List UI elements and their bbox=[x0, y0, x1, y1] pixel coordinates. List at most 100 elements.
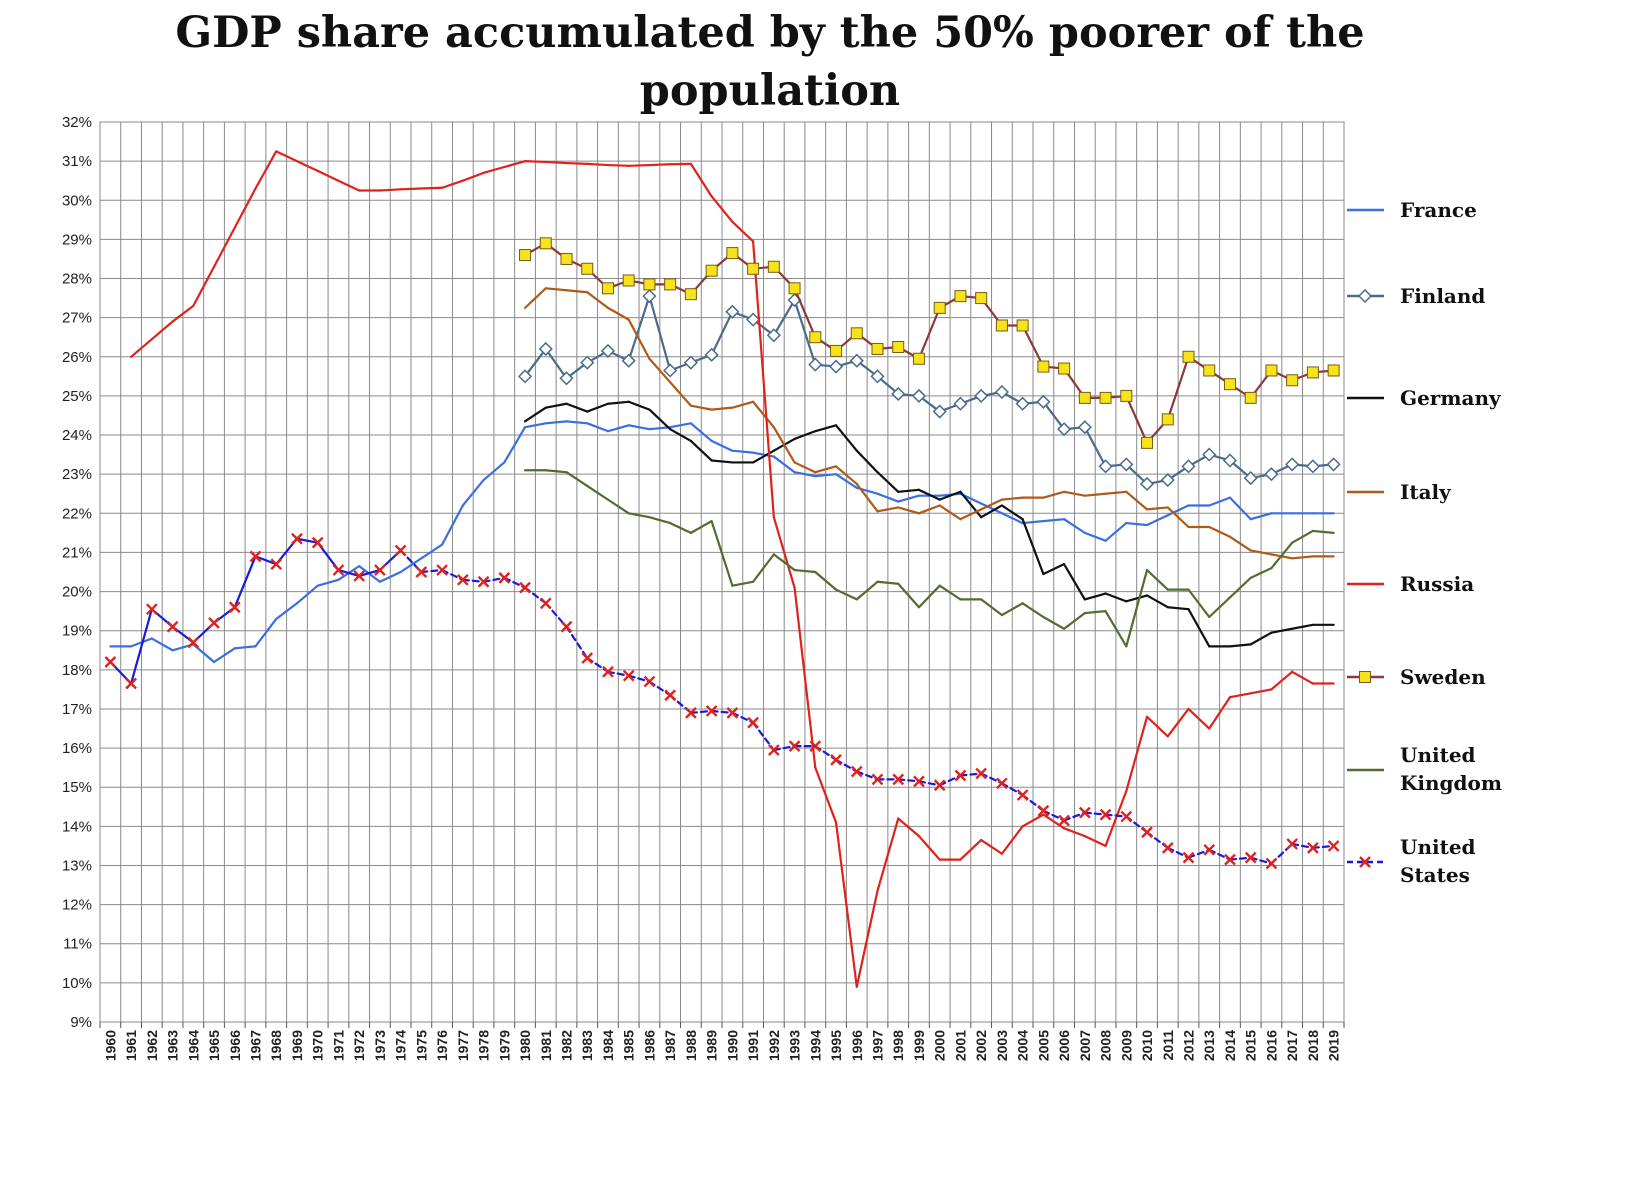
x-tick-label: 2005 bbox=[1035, 1030, 1051, 1061]
y-tick-label: 20% bbox=[62, 584, 92, 601]
series-segment bbox=[565, 625, 589, 660]
data-point bbox=[1057, 422, 1072, 437]
marker-stroke bbox=[1078, 806, 1091, 819]
x-tick-label: 2018 bbox=[1305, 1030, 1321, 1061]
data-point bbox=[788, 282, 801, 295]
marker-stroke bbox=[643, 675, 656, 688]
data-point bbox=[685, 707, 697, 719]
x-tick-label: 2014 bbox=[1222, 1030, 1238, 1061]
legend-item-russia: Russia bbox=[1347, 572, 1474, 596]
series-segment bbox=[130, 608, 153, 685]
data-point bbox=[830, 753, 842, 766]
series-segment bbox=[814, 465, 838, 474]
series-segment bbox=[461, 171, 485, 182]
x-tick-label: 1993 bbox=[787, 1030, 803, 1061]
series-segment bbox=[586, 291, 610, 309]
data-point bbox=[1078, 806, 1091, 819]
x-tick-label: 1966 bbox=[227, 1030, 243, 1061]
data-point bbox=[933, 301, 946, 314]
data-point bbox=[850, 765, 863, 778]
data-point bbox=[517, 369, 533, 384]
series-segment bbox=[876, 471, 900, 493]
series-segment bbox=[710, 310, 734, 356]
data-point bbox=[456, 573, 469, 586]
series-segment bbox=[482, 461, 506, 482]
series-segment bbox=[834, 465, 858, 486]
data-point bbox=[1119, 457, 1134, 472]
legend-label-line: United bbox=[1400, 743, 1476, 767]
series-segment bbox=[295, 160, 319, 173]
x-tick-label: 1983 bbox=[579, 1030, 595, 1061]
series-segment bbox=[606, 400, 630, 405]
data-point bbox=[664, 278, 677, 291]
data-point bbox=[1016, 789, 1029, 801]
series-segment bbox=[150, 320, 174, 341]
data-point bbox=[602, 665, 614, 678]
series-segment bbox=[627, 163, 651, 167]
legend-label: Sweden bbox=[1400, 665, 1486, 689]
legend-label: Italy bbox=[1400, 480, 1452, 504]
series-segment bbox=[1291, 555, 1315, 560]
series-segment bbox=[1208, 596, 1232, 619]
series-segment bbox=[1062, 490, 1086, 497]
data-point bbox=[1265, 364, 1278, 377]
marker-stroke bbox=[1203, 843, 1216, 856]
data-point bbox=[228, 601, 241, 614]
series-segment bbox=[834, 424, 858, 452]
series-italy bbox=[523, 287, 1335, 560]
data-point bbox=[766, 328, 781, 343]
data-point bbox=[622, 274, 635, 287]
series-segment bbox=[876, 817, 900, 893]
legend-label: Finland bbox=[1400, 284, 1485, 308]
series-segment bbox=[814, 424, 838, 433]
x-tick-label: 1971 bbox=[330, 1030, 346, 1061]
y-tick-label: 16% bbox=[62, 740, 92, 757]
series-segment bbox=[876, 492, 900, 503]
series-segment bbox=[731, 400, 755, 409]
data-point bbox=[1264, 467, 1279, 482]
data-point bbox=[704, 347, 719, 362]
x-tick-label: 2011 bbox=[1160, 1030, 1176, 1061]
x-tick-label: 1997 bbox=[870, 1030, 886, 1061]
series-segment bbox=[793, 471, 817, 478]
data-point bbox=[270, 558, 283, 571]
series-segment bbox=[897, 582, 921, 609]
series-segment bbox=[503, 426, 527, 464]
marker-stroke bbox=[602, 665, 614, 678]
legend-label: France bbox=[1400, 198, 1477, 222]
y-tick-label: 11% bbox=[63, 936, 92, 953]
x-tick-label: 2013 bbox=[1201, 1030, 1217, 1061]
series-segment bbox=[648, 295, 672, 372]
y-tick-label: 25% bbox=[62, 388, 92, 405]
legend-label: Russia bbox=[1400, 572, 1474, 596]
data-point bbox=[539, 237, 552, 250]
series-segment bbox=[751, 400, 775, 429]
series-segment bbox=[1166, 846, 1190, 859]
marker-stroke bbox=[1141, 826, 1153, 839]
series-segment bbox=[855, 889, 879, 988]
series-segment bbox=[1021, 518, 1045, 576]
y-tick-label: 28% bbox=[62, 271, 92, 288]
series-segment bbox=[669, 422, 693, 429]
series-segment bbox=[254, 617, 278, 648]
series-segment bbox=[855, 482, 879, 513]
data-point bbox=[747, 262, 760, 275]
series-segment bbox=[627, 512, 651, 519]
data-point bbox=[1099, 391, 1112, 404]
series-segment bbox=[1187, 848, 1211, 859]
series-segment bbox=[523, 160, 547, 164]
data-point bbox=[580, 355, 595, 370]
x-tick-label: 1991 bbox=[745, 1030, 761, 1061]
series-segment bbox=[772, 745, 796, 752]
series-segment bbox=[1291, 670, 1315, 685]
series-segment bbox=[606, 424, 630, 433]
x-tick-label: 1994 bbox=[807, 1030, 823, 1061]
data-point bbox=[559, 371, 574, 386]
data-point bbox=[830, 344, 843, 357]
marker-stroke bbox=[1286, 838, 1299, 850]
series-segment bbox=[586, 422, 610, 433]
data-point bbox=[725, 304, 740, 319]
data-point bbox=[145, 603, 158, 616]
series-segment bbox=[544, 420, 568, 425]
data-point bbox=[1243, 471, 1258, 486]
